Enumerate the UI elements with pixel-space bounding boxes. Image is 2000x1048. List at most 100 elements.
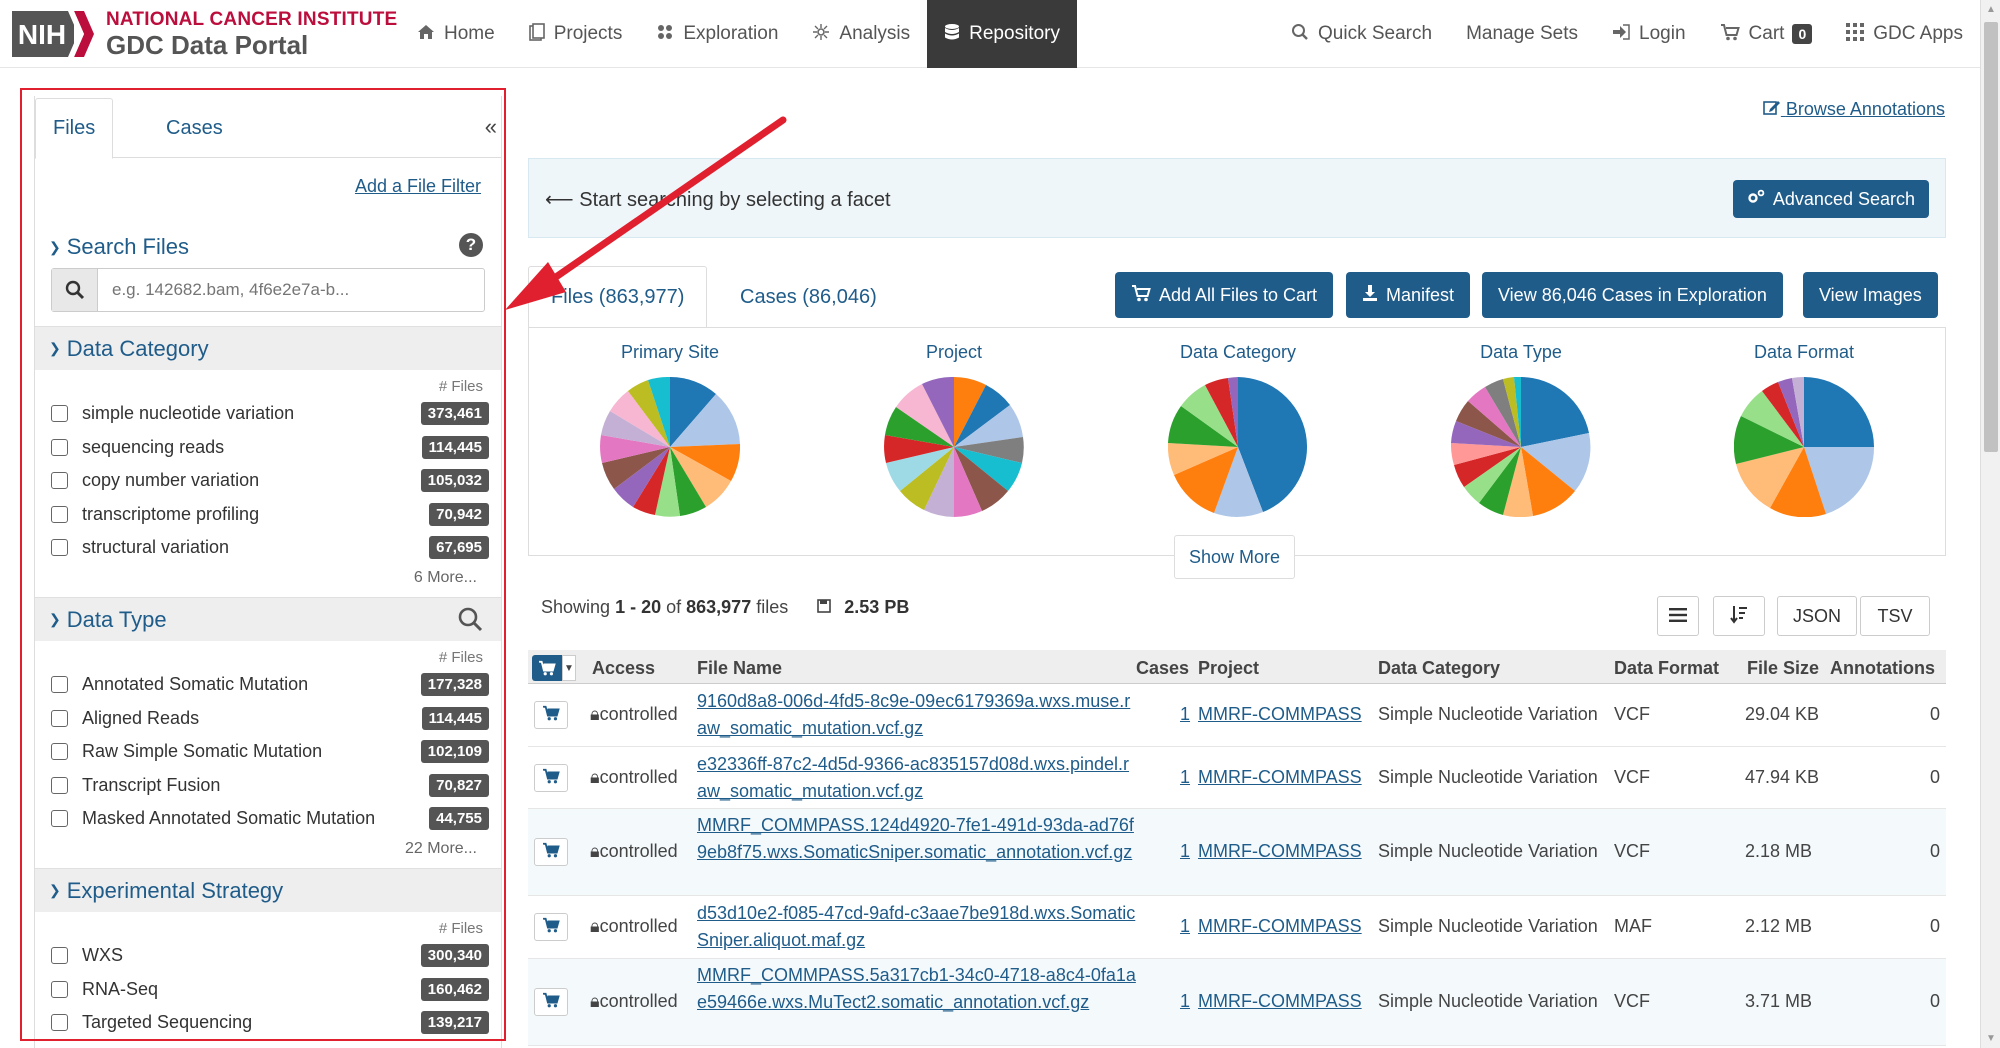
add-file-filter-link[interactable]: Add a File Filter — [354, 176, 481, 196]
facet-search-icon[interactable] — [457, 606, 483, 638]
browse-annotations-link[interactable]: Browse Annotations — [1763, 99, 1945, 120]
facet-row[interactable]: WXS 300,340 — [51, 940, 489, 970]
add-to-cart-button[interactable] — [534, 838, 568, 866]
checkbox[interactable] — [51, 742, 68, 760]
nav-repository[interactable]: Repository — [927, 0, 1077, 68]
facet-data-category-header[interactable]: ❯ Data Category — [35, 326, 501, 370]
col-cases[interactable]: Cases — [1136, 658, 1190, 678]
checkbox[interactable] — [51, 709, 68, 727]
checkbox[interactable] — [51, 471, 68, 489]
facet-row[interactable]: structural variation 67,695 — [51, 532, 489, 562]
checkbox[interactable] — [51, 505, 68, 523]
file-name-link[interactable]: MMRF_COMMPASS.124d4920-7fe1-491d-93da-ad… — [697, 815, 1134, 862]
manage-sets-button[interactable]: Manage Sets — [1449, 0, 1595, 68]
col-annotations[interactable]: Annotations — [1830, 658, 1935, 678]
add-to-cart-button[interactable] — [534, 913, 568, 941]
col-file-size[interactable]: File Size — [1747, 658, 1820, 678]
tab-files-results[interactable]: Files (863,977) — [528, 266, 708, 328]
pie-chart[interactable] — [1167, 377, 1308, 517]
checkbox[interactable] — [51, 438, 68, 456]
checkbox[interactable] — [51, 675, 68, 693]
login-button[interactable]: Login — [1595, 0, 1703, 68]
advanced-search-button[interactable]: Advanced Search — [1732, 180, 1929, 218]
facet-row[interactable]: simple nucleotide variation 373,461 — [51, 398, 489, 428]
file-name-link[interactable]: e32336ff-87c2-4d5d-9366-ac835157d08d.wxs… — [697, 754, 1129, 801]
gdc-logo[interactable]: NIH NATIONAL CANCER INSTITUTE GDC Data P… — [12, 8, 397, 60]
tab-cases[interactable]: Cases — [166, 117, 223, 139]
tab-cases-results[interactable]: Cases (86,046) — [740, 285, 877, 308]
more-link[interactable]: 22 More... — [404, 840, 477, 857]
quick-search-button[interactable]: Quick Search — [1274, 0, 1449, 68]
gdc-apps-button[interactable]: GDC Apps — [1829, 0, 1980, 68]
facet-row[interactable]: transcriptome profiling 70,942 — [51, 499, 489, 529]
add-all-files-to-cart-button[interactable]: Add All Files to Cart — [1115, 272, 1334, 318]
facet-row[interactable]: Raw Simple Somatic Mutation 102,109 — [51, 736, 489, 766]
cart-select-dropdown[interactable]: ▼ — [532, 655, 576, 681]
cart-button[interactable]: Cart 0 — [1703, 0, 1830, 68]
pie-chart[interactable] — [1733, 376, 1875, 518]
facet-row[interactable]: Targeted Sequencing 139,217 — [51, 1007, 489, 1037]
scroll-down-icon[interactable]: ▼ — [1986, 1033, 1996, 1044]
tsv-export-button[interactable]: TSV — [1860, 596, 1930, 636]
facet-row[interactable]: Annotated Somatic Mutation 177,328 — [51, 669, 489, 699]
manifest-button[interactable]: Manifest — [1346, 272, 1471, 318]
checkbox[interactable] — [51, 1013, 68, 1031]
facet-row[interactable]: sequencing reads 114,445 — [51, 432, 489, 462]
nav-projects[interactable]: Projects — [512, 0, 640, 68]
cases-link[interactable]: 1 — [1180, 704, 1191, 724]
add-to-cart-button[interactable] — [534, 701, 568, 729]
scrollbar-thumb[interactable] — [1984, 22, 1998, 452]
file-name-link[interactable]: 9160d8a8-006d-4fd5-8c9e-09ec6179369a.wxs… — [697, 691, 1131, 738]
nav-exploration[interactable]: Exploration — [639, 0, 795, 68]
cases-link[interactable]: 1 — [1180, 991, 1191, 1011]
project-link[interactable]: MMRF-COMMPASS — [1198, 916, 1362, 936]
scroll-up-icon[interactable]: ▲ — [1986, 4, 1996, 15]
col-project[interactable]: Project — [1198, 658, 1260, 678]
search-files-header[interactable]: ❯ Search Files ? — [35, 225, 501, 269]
file-name-link[interactable]: d53d10e2-f085-47cd-9afd-c3aae7be918d.wxs… — [697, 903, 1136, 950]
facet-row[interactable]: Transcript Fusion 70,827 — [51, 770, 489, 800]
nav-home[interactable]: Home — [400, 0, 512, 68]
checkbox[interactable] — [51, 946, 68, 964]
project-link[interactable]: MMRF-COMMPASS — [1198, 704, 1362, 724]
show-more-charts-button[interactable]: Show More — [1174, 535, 1296, 579]
add-to-cart-button[interactable] — [534, 988, 568, 1016]
facet-row[interactable]: Aligned Reads 114,445 — [51, 703, 489, 733]
col-access[interactable]: Access — [592, 658, 656, 678]
column-toggle-button[interactable] — [1657, 596, 1699, 636]
cases-link[interactable]: 1 — [1180, 841, 1191, 861]
page-scrollbar[interactable]: ▲ ▼ — [1980, 0, 2000, 1048]
collapse-sidebar-icon[interactable]: « — [484, 114, 497, 139]
file-name-link[interactable]: MMRF_COMMPASS.5a317cb1-34c0-4718-a8c4-0f… — [697, 965, 1136, 1012]
sort-button[interactable] — [1713, 596, 1765, 636]
facet-row[interactable]: copy number variation 105,032 — [51, 465, 489, 495]
pie-chart[interactable] — [1450, 376, 1591, 518]
facet-row[interactable]: Masked Annotated Somatic Mutation 44,755 — [51, 803, 489, 833]
checkbox[interactable] — [51, 980, 68, 998]
add-to-cart-button[interactable] — [534, 764, 568, 792]
facet-data-type-header[interactable]: ❯ Data Type — [35, 597, 501, 641]
checkbox[interactable] — [51, 404, 68, 422]
more-link[interactable]: 6 More... — [413, 569, 477, 586]
project-link[interactable]: MMRF-COMMPASS — [1198, 767, 1362, 787]
project-link[interactable]: MMRF-COMMPASS — [1198, 841, 1362, 861]
col-data-category[interactable]: Data Category — [1378, 658, 1501, 678]
col-file-name[interactable]: File Name — [697, 658, 783, 678]
checkbox[interactable] — [51, 538, 68, 556]
checkbox[interactable] — [51, 809, 68, 827]
help-icon[interactable]: ? — [459, 233, 483, 257]
project-link[interactable]: MMRF-COMMPASS — [1198, 991, 1362, 1011]
json-export-button[interactable]: JSON — [1777, 596, 1857, 636]
pie-chart[interactable] — [600, 376, 741, 517]
search-files-input[interactable] — [98, 269, 478, 311]
checkbox[interactable] — [51, 776, 68, 794]
cases-link[interactable]: 1 — [1180, 916, 1191, 936]
cases-link[interactable]: 1 — [1180, 767, 1191, 787]
view-images-button[interactable]: View Images — [1803, 272, 1938, 318]
nav-analysis[interactable]: Analysis — [795, 0, 927, 68]
facet-row[interactable]: RNA-Seq 160,462 — [51, 974, 489, 1004]
pie-chart[interactable] — [884, 376, 1024, 517]
col-data-format[interactable]: Data Format — [1614, 658, 1720, 678]
facet-experimental-strategy-header[interactable]: ❯ Experimental Strategy — [35, 868, 501, 912]
view-cases-in-exploration-button[interactable]: View 86,046 Cases in Exploration — [1482, 272, 1783, 318]
